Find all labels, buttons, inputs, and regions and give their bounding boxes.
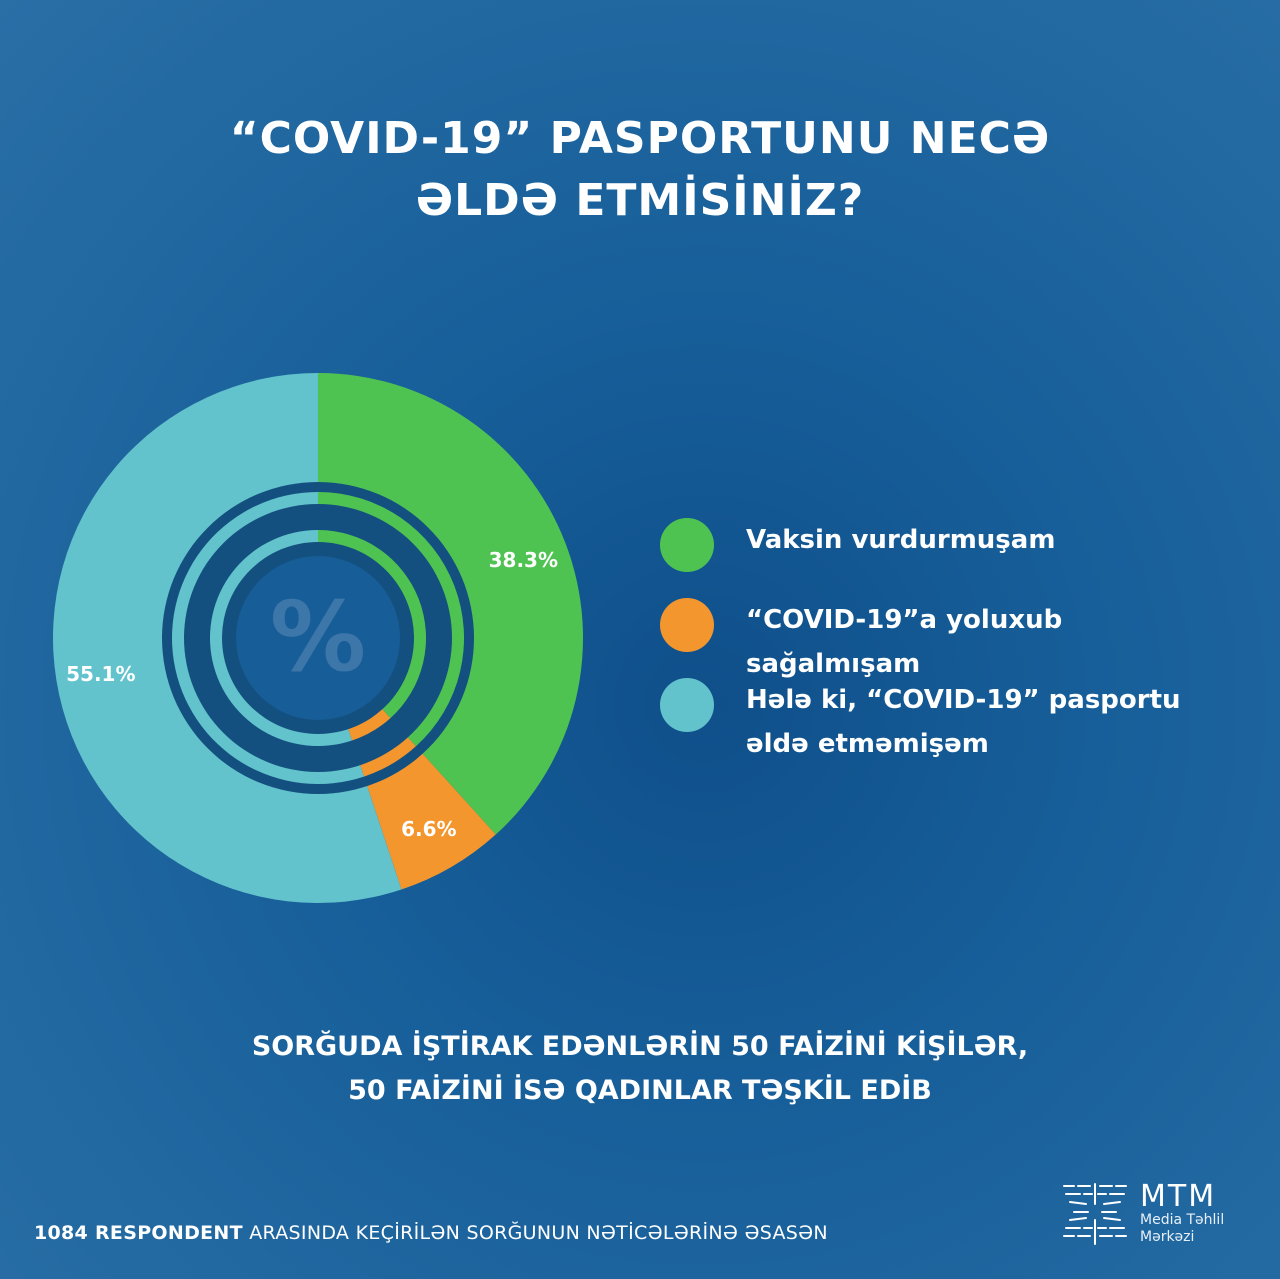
legend-label-vaccinated: Vaksin vurdurmuşam (746, 525, 1056, 555)
survey-footnote: SORĞUDA İŞTİRAK EDƏNLƏRİN 50 FAİZİNİ KİŞ… (0, 1025, 1280, 1113)
legend-item-recovered: “COVID-19”a yoluxub sağalmışam (660, 598, 1216, 686)
source-bold: 1084 RESPONDENT (34, 1222, 243, 1244)
logo-sub-1: Media Təhlil (1140, 1212, 1225, 1228)
legend-swatch-cyan (660, 678, 714, 732)
center-percent-symbol: % (270, 581, 366, 693)
data-label-2: 6.6% (401, 817, 456, 841)
data-label-3: 55.1% (66, 662, 135, 686)
legend-label-recovered: “COVID-19”a yoluxub sağalmışam (746, 605, 1063, 679)
page-title: “COVID-19” PASPORTUNU NECƏ ƏLDƏ ETMİSİNİ… (0, 108, 1280, 232)
source-note: 1084 RESPONDENT ARASINDA KEÇİRİLƏN SORĞU… (34, 1222, 828, 1244)
data-label-1: 38.3% (489, 548, 558, 572)
legend-label-not-obtained-1: Hələ ki, “COVID-19” pasportu (746, 685, 1181, 715)
legend-swatch-green (660, 518, 714, 572)
source-rest: ARASINDA KEÇİRİLƏN SORĞUNUN NƏTİCƏLƏRİNƏ… (242, 1222, 828, 1244)
donut-center (236, 556, 400, 720)
mtm-logo: MTM Media Təhlil Mərkəzi (1060, 1182, 1224, 1248)
legend-label-not-obtained-2: əldə etməmişəm (746, 729, 989, 759)
legend-item-vaccinated: Vaksin vurdurmuşam (660, 518, 1216, 572)
footnote-line-2: 50 FAİZİNİ İSƏ QADINLAR TƏŞKİL EDİB (348, 1075, 932, 1106)
title-line-1: “COVID-19” PASPORTUNU NECƏ (229, 113, 1051, 164)
legend-swatch-orange (660, 598, 714, 652)
logo-name: MTM (1140, 1179, 1217, 1214)
legend-item-not-obtained: Hələ ki, “COVID-19” pasportu əldə etməmi… (660, 678, 1216, 766)
logo-sub-2: Mərkəzi (1140, 1229, 1195, 1245)
mtm-logo-mark-icon (1063, 1183, 1127, 1245)
title-line-2: ƏLDƏ ETMİSİNİZ? (415, 175, 865, 226)
footnote-line-1: SORĞUDA İŞTİRAK EDƏNLƏRİN 50 FAİZİNİ KİŞ… (251, 1031, 1029, 1062)
